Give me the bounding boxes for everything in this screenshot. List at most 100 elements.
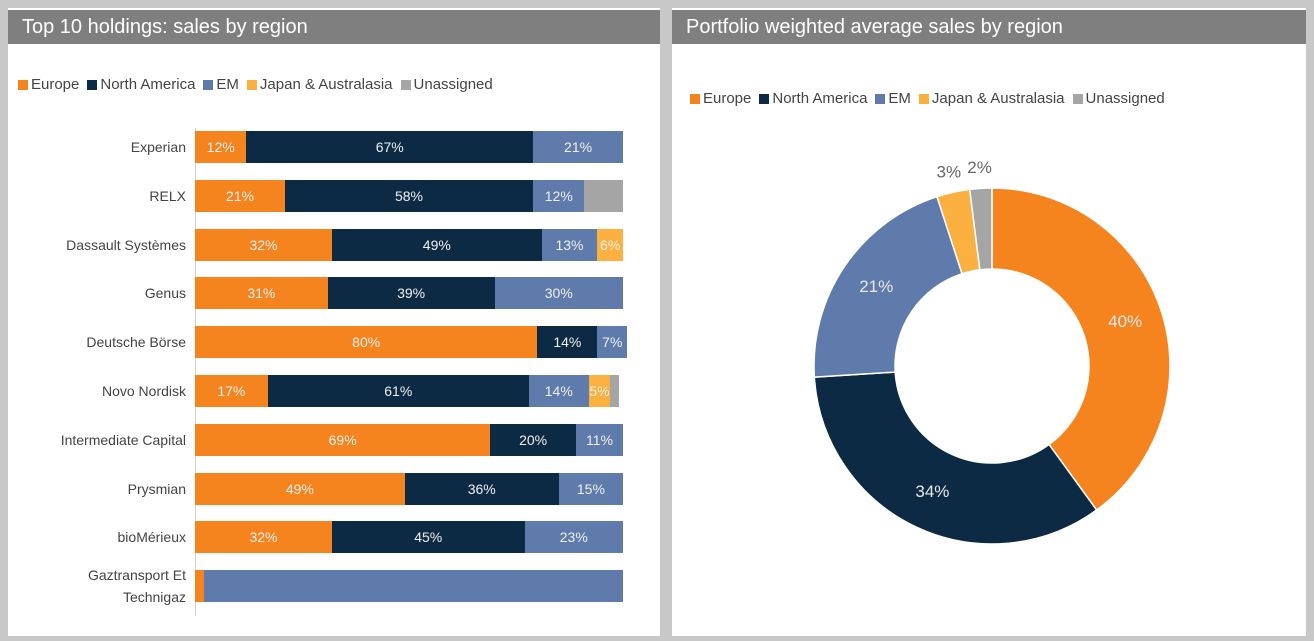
bar-segment: 14% bbox=[537, 326, 598, 359]
bar-segment: 5% bbox=[588, 375, 611, 407]
legend-label: Europe bbox=[31, 76, 80, 93]
legend-swatch bbox=[875, 93, 886, 104]
data-label: 13% bbox=[555, 236, 584, 253]
legend-label: Europe bbox=[703, 90, 752, 107]
legend-swatch bbox=[203, 79, 214, 90]
legend-label: EM bbox=[888, 90, 911, 107]
legend-swatch bbox=[759, 93, 770, 104]
legend-item: North America bbox=[759, 90, 867, 107]
data-label: 32% bbox=[249, 529, 278, 546]
data-label: 67% bbox=[375, 139, 404, 155]
data-label: 12% bbox=[206, 139, 235, 155]
bar-segment: 15% bbox=[558, 472, 623, 505]
legend-item: North America bbox=[87, 76, 195, 93]
bar-segment: 23% bbox=[524, 521, 623, 554]
bar-segment: 58% bbox=[284, 179, 534, 212]
data-label: 39% bbox=[397, 285, 426, 302]
data-label: 21% bbox=[225, 187, 254, 204]
bar-segment: 49% bbox=[331, 228, 542, 261]
bar-segment: 17% bbox=[195, 375, 268, 407]
bar-segment: 32% bbox=[195, 228, 332, 261]
bar-segment bbox=[195, 570, 204, 603]
legend-label: Unassigned bbox=[413, 76, 493, 93]
bar-segment: 11% bbox=[575, 423, 623, 456]
bar-segment: 31% bbox=[195, 277, 328, 310]
data-label: 21% bbox=[859, 277, 893, 296]
data-label: 69% bbox=[328, 431, 357, 448]
legend-label: Unassigned bbox=[1085, 90, 1165, 107]
legend: Europe North America EM Japan & Australasia… bbox=[690, 90, 1173, 107]
data-label: 40% bbox=[1108, 312, 1142, 331]
data-label: 20% bbox=[519, 431, 548, 448]
bar-segment: 21% bbox=[533, 131, 623, 163]
bar-segment: 12% bbox=[533, 179, 585, 212]
category-label: Intermediate Capital bbox=[60, 431, 186, 448]
bar-segment: 45% bbox=[331, 521, 525, 554]
legend: Europe North America EM Japan & Australasia… bbox=[18, 76, 501, 93]
data-label: 6% bbox=[600, 236, 621, 253]
data-label: 3% bbox=[937, 162, 962, 181]
data-label: 23% bbox=[559, 529, 588, 546]
data-label: 7% bbox=[602, 334, 623, 351]
legend-swatch bbox=[1072, 93, 1083, 104]
donut: 40% 34% 21% 3% 2% bbox=[813, 158, 1171, 545]
bar-segment: 69% bbox=[195, 423, 491, 456]
legend-swatch bbox=[246, 79, 257, 90]
bar-segment: 61% bbox=[267, 375, 529, 407]
category-label: Genus bbox=[144, 285, 186, 302]
data-label: 34% bbox=[915, 482, 949, 501]
data-label: 12% bbox=[544, 187, 573, 204]
category-label: Prysmian bbox=[127, 480, 186, 497]
bar-segment: 32% bbox=[195, 521, 332, 554]
data-label: 14% bbox=[553, 334, 582, 351]
data-label: 2% bbox=[967, 158, 992, 177]
legend-item: Japan & Australasia bbox=[246, 76, 393, 93]
bar-segment: 49% bbox=[195, 472, 405, 505]
legend-item: EM bbox=[203, 76, 239, 93]
data-label: 30% bbox=[544, 285, 573, 302]
legend-swatch bbox=[18, 79, 28, 90]
legend-swatch bbox=[400, 79, 411, 90]
data-label: 5% bbox=[589, 383, 610, 399]
bar-segment bbox=[203, 570, 623, 603]
bar-segment: 20% bbox=[490, 423, 576, 456]
data-label: 11% bbox=[585, 431, 613, 448]
bar-segment: 7% bbox=[597, 326, 628, 359]
legend-item: EM bbox=[875, 90, 911, 107]
legend-label: North America bbox=[100, 76, 196, 93]
data-label: 36% bbox=[467, 480, 496, 497]
category-label: Experian bbox=[130, 139, 186, 155]
legend-label: EM bbox=[216, 76, 239, 93]
bar-segment: 12% bbox=[195, 131, 247, 163]
bar-segment: 80% bbox=[195, 326, 538, 359]
donut-slice bbox=[968, 187, 993, 271]
legend-item: Europe bbox=[18, 76, 79, 93]
donut-slice bbox=[813, 371, 1098, 545]
bar-segment bbox=[584, 179, 623, 212]
category-label: Dassault Systèmes bbox=[66, 236, 186, 253]
legend-swatch bbox=[690, 93, 700, 104]
data-label: 15% bbox=[576, 480, 605, 497]
legend-label: Japan & Australasia bbox=[931, 90, 1065, 107]
bar-segment: 30% bbox=[494, 277, 623, 310]
bar-segment: 67% bbox=[246, 131, 534, 163]
data-label: 49% bbox=[285, 480, 314, 497]
bar-segment: 39% bbox=[327, 277, 495, 310]
data-label: 58% bbox=[394, 187, 423, 204]
bar-segment: 36% bbox=[404, 472, 559, 505]
legend-item: Japan & Australasia bbox=[918, 90, 1065, 107]
bar-segment: 14% bbox=[528, 375, 589, 407]
donut-slice bbox=[813, 195, 963, 378]
bar-segment: 21% bbox=[195, 179, 285, 212]
data-label: 21% bbox=[564, 139, 593, 155]
category-label: Deutsche Börse bbox=[86, 334, 186, 351]
data-label: 32% bbox=[249, 236, 278, 253]
data-label: 17% bbox=[217, 383, 246, 399]
legend-swatch bbox=[87, 79, 98, 90]
category-label: Novo Nordisk bbox=[101, 383, 186, 399]
legend-item: Unassigned bbox=[1072, 90, 1165, 107]
data-label: 45% bbox=[414, 529, 443, 546]
category-label: Gaztransport Et Technigaz bbox=[87, 567, 186, 606]
chart-title: Top 10 holdings: sales by region bbox=[8, 10, 660, 44]
